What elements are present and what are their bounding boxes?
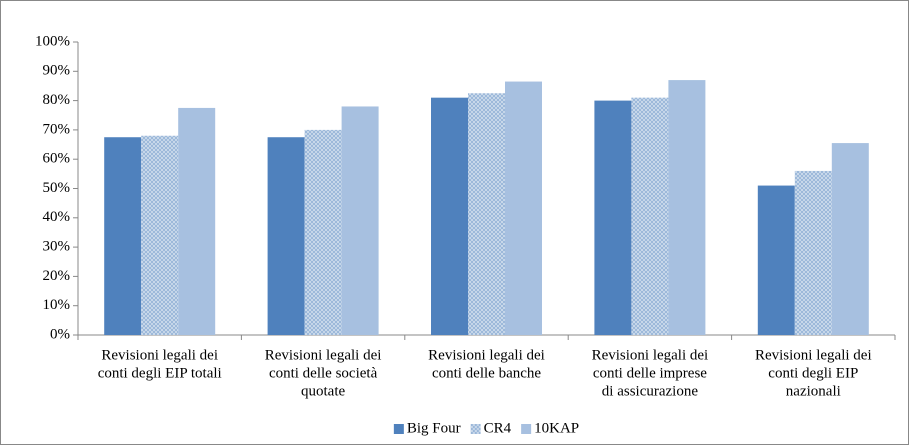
y-tick-label: 20% bbox=[43, 268, 71, 284]
legend-swatch bbox=[470, 424, 481, 434]
x-tick-label: Revisioni legali dei bbox=[755, 347, 872, 363]
bar bbox=[831, 143, 869, 335]
x-tick-label: conti delle imprese bbox=[593, 365, 707, 381]
x-tick-label: Revisioni legali dei bbox=[428, 347, 545, 363]
bar bbox=[505, 81, 542, 336]
bar bbox=[668, 80, 706, 335]
x-tick-label: di assicurazione bbox=[602, 383, 699, 399]
y-tick-label: 70% bbox=[43, 121, 71, 137]
bar bbox=[468, 93, 505, 336]
legend-label: 10KAP bbox=[534, 420, 579, 436]
y-tick-label: 100% bbox=[35, 33, 70, 49]
x-tick-label: conti delle banche bbox=[432, 365, 541, 381]
bar bbox=[594, 100, 632, 335]
y-tick-label: 60% bbox=[43, 151, 71, 167]
bar bbox=[267, 137, 305, 335]
bar bbox=[104, 137, 142, 335]
legend-swatch bbox=[393, 424, 404, 434]
bar bbox=[304, 129, 342, 335]
y-tick-label: 90% bbox=[43, 63, 71, 79]
bar bbox=[757, 185, 795, 335]
x-tick-label: Revisioni legali dei bbox=[592, 347, 709, 363]
bar bbox=[431, 97, 468, 335]
y-tick-label: 10% bbox=[43, 297, 71, 313]
x-tick-label: quotate bbox=[301, 383, 345, 399]
legend-swatch bbox=[521, 424, 532, 434]
y-tick-label: 40% bbox=[43, 209, 71, 225]
bar bbox=[794, 170, 832, 335]
x-tick-label: conti delle società bbox=[269, 365, 378, 381]
legend-label: Big Four bbox=[407, 420, 461, 436]
y-tick-label: 50% bbox=[43, 180, 71, 196]
x-tick-label: Revisioni legali dei bbox=[265, 347, 382, 363]
x-tick-label: Revisioni legali dei bbox=[101, 347, 218, 363]
y-tick-label: 0% bbox=[50, 326, 70, 342]
legend: Big Four CR4 10KAP bbox=[393, 420, 579, 436]
bar bbox=[141, 135, 179, 335]
y-tick-label: 30% bbox=[43, 239, 71, 255]
bar bbox=[178, 107, 216, 335]
bar bbox=[341, 106, 379, 336]
x-tick-label: nazionali bbox=[786, 383, 841, 399]
legend-label: CR4 bbox=[484, 420, 512, 436]
x-tick-label: conti degli EIP bbox=[768, 365, 858, 381]
x-tick-label: conti degli EIP totali bbox=[98, 365, 222, 381]
bar bbox=[631, 97, 669, 335]
y-tick-label: 80% bbox=[43, 92, 71, 108]
